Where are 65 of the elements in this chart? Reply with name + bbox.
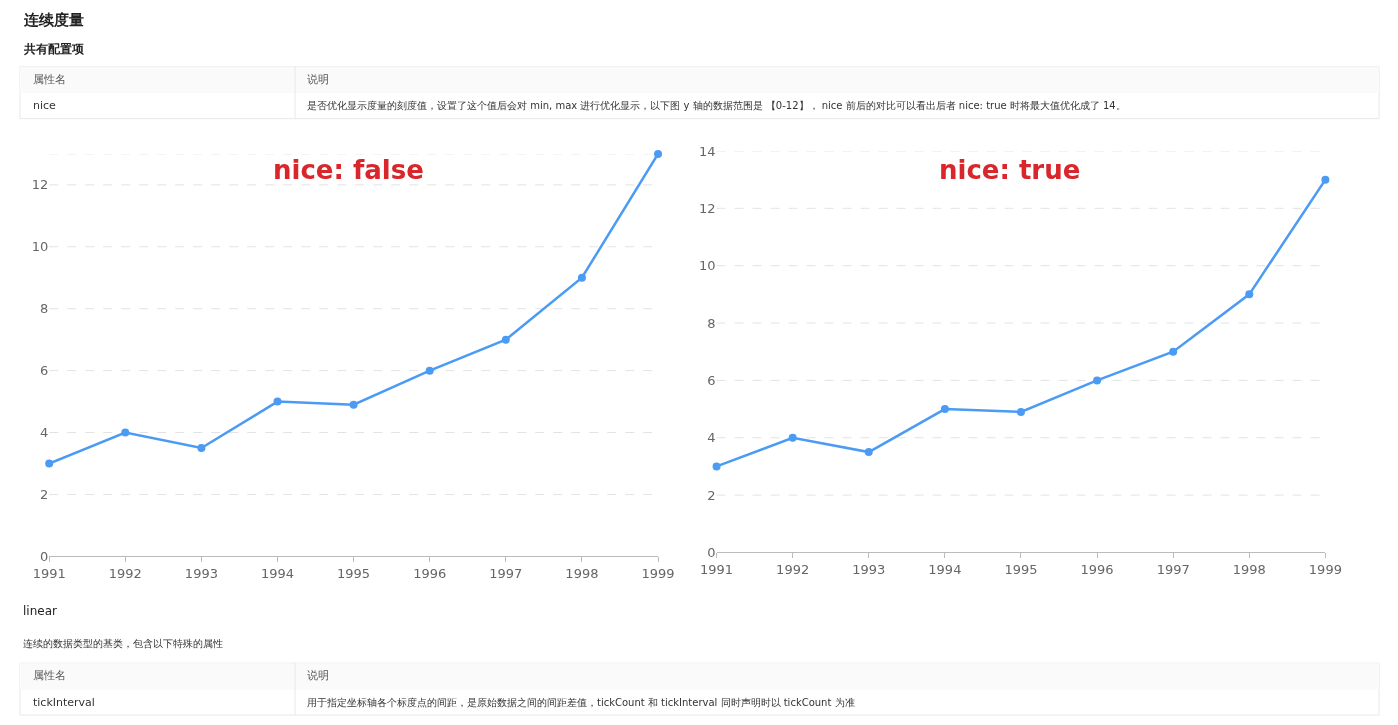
annotation: nice: false bbox=[273, 155, 424, 185]
point bbox=[1169, 347, 1178, 356]
point bbox=[788, 433, 797, 442]
x-tick-label: 1991 bbox=[32, 565, 66, 581]
y-tick-label: 12 bbox=[699, 200, 716, 216]
y-tick-label: 10 bbox=[31, 239, 49, 255]
x-tick-label: 1997 bbox=[1156, 562, 1190, 578]
point bbox=[654, 149, 663, 158]
point bbox=[425, 366, 434, 375]
x-tick-label: 1995 bbox=[1004, 562, 1038, 578]
y-tick-label: 0 bbox=[707, 545, 716, 561]
text: 连续度量 bbox=[23, 11, 84, 29]
text: tickInterval bbox=[33, 696, 95, 709]
point bbox=[1321, 175, 1330, 184]
point bbox=[1016, 407, 1025, 416]
text: 是否优化显示度量的刻度值，设置了这个值后会对 min, max 进行优化显示，以下图 y 轴的数据范围是 【0-12】， nice 前后的对比可以看出后者 nice: true 时将最大值优化成了 14。 bbox=[307, 100, 1126, 111]
point bbox=[197, 444, 206, 453]
x-tick-label: 1999 bbox=[1308, 562, 1342, 578]
x-tick-label: 1995 bbox=[337, 565, 371, 581]
x-tick-label: 1993 bbox=[184, 565, 218, 581]
x-tick-label: 1996 bbox=[1080, 562, 1114, 578]
x-tick-label: 1998 bbox=[565, 565, 599, 581]
point bbox=[712, 462, 721, 471]
x-tick-label: 1993 bbox=[852, 562, 886, 578]
point bbox=[349, 400, 358, 409]
point bbox=[273, 397, 282, 406]
y-tick-label: 4 bbox=[707, 430, 716, 446]
text: 说明 bbox=[307, 669, 329, 682]
text: 说明 bbox=[307, 73, 329, 86]
y-tick-label: 12 bbox=[31, 177, 49, 193]
point bbox=[577, 273, 586, 282]
point bbox=[864, 448, 873, 457]
point bbox=[45, 459, 54, 468]
point bbox=[1245, 290, 1254, 299]
x-tick-label: 1998 bbox=[1232, 562, 1266, 578]
annotation: nice: true bbox=[939, 155, 1081, 185]
point bbox=[121, 428, 130, 437]
y-tick-label: 8 bbox=[707, 315, 716, 331]
text: nice bbox=[33, 99, 57, 112]
y-tick-label: 2 bbox=[39, 487, 49, 503]
x-tick-label: 1997 bbox=[489, 565, 523, 581]
y-tick-label: 14 bbox=[699, 143, 716, 159]
text: 连续的数据类型的基类，包含以下特殊的属性 bbox=[23, 638, 223, 649]
x-tick-label: 1992 bbox=[108, 565, 142, 581]
x-tick-label: 1994 bbox=[260, 565, 295, 581]
point bbox=[501, 335, 510, 344]
x-tick-label: 1991 bbox=[700, 562, 734, 578]
y-tick-label: 4 bbox=[39, 425, 49, 441]
text: 共有配置项 bbox=[23, 42, 85, 56]
point bbox=[1093, 376, 1102, 385]
text: 用于指定坐标轴各个标度点的间距，是原始数据之间的间距差值，tickCount 和 tickInterval 同时声明时以 tickCount 为准 bbox=[307, 697, 855, 708]
x-tick-label: 1994 bbox=[928, 562, 962, 578]
text: 属性名 bbox=[33, 73, 66, 86]
x-tick-label: 1999 bbox=[641, 565, 675, 581]
y-tick-label: 10 bbox=[699, 258, 716, 274]
y-tick-label: 8 bbox=[39, 301, 49, 317]
point bbox=[940, 405, 949, 414]
text: linear bbox=[23, 604, 58, 618]
x-tick-label: 1996 bbox=[413, 565, 447, 581]
x-tick-label: 1992 bbox=[776, 562, 810, 578]
y-tick-label: 0 bbox=[39, 548, 49, 564]
y-tick-label: 6 bbox=[39, 363, 49, 379]
y-tick-label: 2 bbox=[707, 487, 716, 503]
y-tick-label: 6 bbox=[707, 372, 716, 388]
text: 属性名 bbox=[33, 669, 66, 682]
